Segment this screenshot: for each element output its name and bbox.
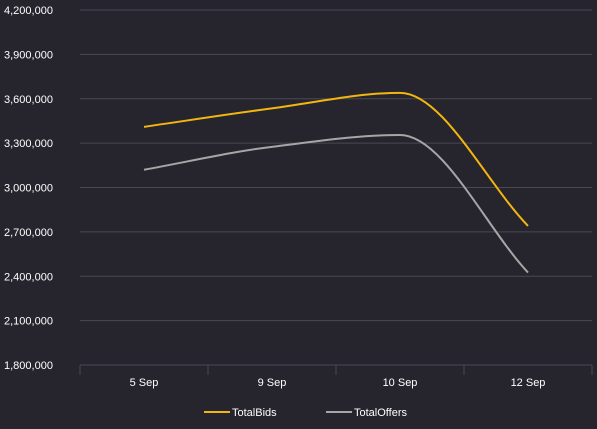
y-tick-label: 3,000,000 [4,183,53,195]
y-tick-label: 2,400,000 [4,271,53,283]
y-tick-label: 3,900,000 [4,49,53,61]
x-tick-label: 5 Sep [130,377,159,389]
legend: TotalBids TotalOffers [204,407,407,419]
y-tick-label: 1,800,000 [4,360,53,372]
y-axis: 1,800,000 2,100,000 2,400,000 2,700,000 3,00… [4,5,53,372]
series-line-totaloffers [143,133,529,274]
gridlines [80,9,592,366]
y-tick-label: 3,600,000 [4,94,53,106]
series-line-totalbids [143,91,529,227]
y-tick-label: 2,100,000 [4,316,53,328]
x-tick-label: 10 Sep [383,377,418,389]
x-tick-label: 9 Sep [258,377,287,389]
y-tick-label: 4,200,000 [4,5,53,17]
legend-label: TotalBids [232,407,277,419]
x-tick-label: 12 Sep [511,377,546,389]
legend-label: TotalOffers [354,407,407,419]
series-lines [143,91,529,274]
y-tick-label: 3,300,000 [4,138,53,150]
y-tick-label: 2,700,000 [4,227,53,239]
x-axis: 5 Sep 9 Sep 10 Sep 12 Sep [79,365,593,389]
